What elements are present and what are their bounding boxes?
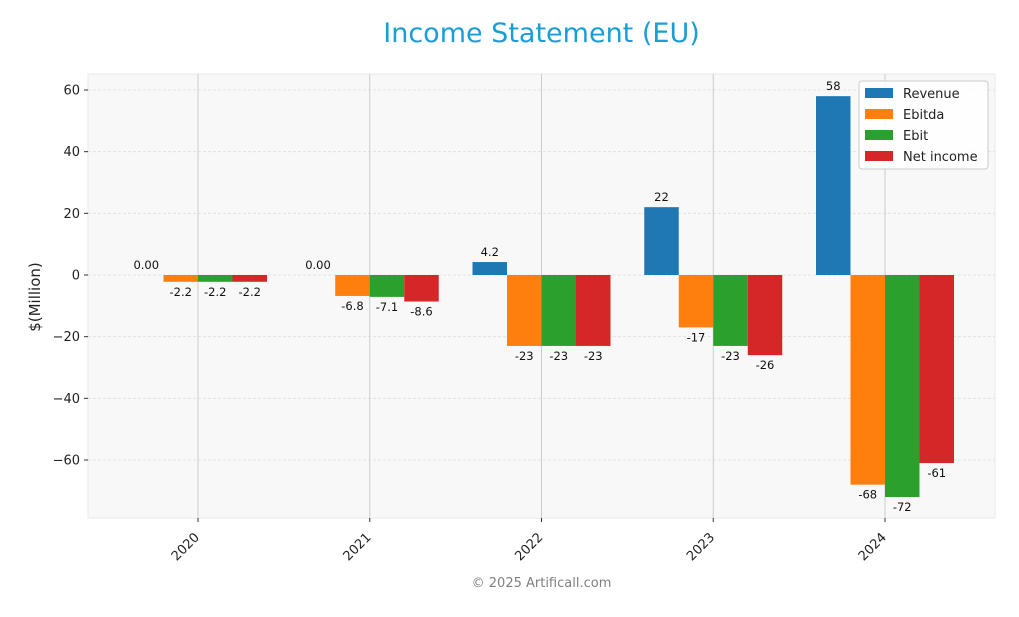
bar-value-label: -26 bbox=[756, 358, 775, 372]
legend-swatch bbox=[865, 109, 893, 119]
x-tick-label: 2023 bbox=[684, 530, 718, 564]
bar bbox=[335, 275, 370, 296]
legend bbox=[858, 80, 989, 170]
x-tick-label: 2024 bbox=[856, 530, 890, 564]
x-tick-label: 2022 bbox=[512, 530, 546, 564]
x-tick-label: 2020 bbox=[169, 530, 203, 564]
bar-value-label: 0.00 bbox=[305, 258, 331, 272]
legend-label: Revenue bbox=[903, 87, 960, 102]
bar bbox=[576, 275, 611, 346]
chart-title: Income Statement (EU) bbox=[383, 18, 700, 49]
y-axis-label: $(Million) bbox=[26, 262, 44, 332]
bar bbox=[163, 275, 198, 282]
bar bbox=[644, 207, 679, 275]
bar-value-label: -23 bbox=[584, 349, 603, 363]
bar-value-label: -6.8 bbox=[341, 299, 363, 313]
legend-label: Ebit bbox=[903, 129, 928, 144]
y-tick-label: 40 bbox=[63, 145, 80, 160]
bar-value-label: -61 bbox=[927, 466, 946, 480]
x-tick-label: 2021 bbox=[341, 530, 375, 564]
legend-swatch bbox=[865, 88, 893, 98]
bar-value-label: 0.00 bbox=[133, 258, 159, 272]
legend-label: Ebitda bbox=[903, 108, 944, 123]
y-tick-label: −40 bbox=[53, 392, 80, 407]
bar-value-label: -23 bbox=[549, 349, 568, 363]
bar-value-label: -17 bbox=[687, 330, 706, 344]
bar-value-label: 58 bbox=[826, 79, 841, 93]
bar-value-label: -68 bbox=[858, 488, 877, 502]
bar bbox=[541, 275, 576, 346]
y-tick-label: 0 bbox=[72, 269, 80, 284]
copyright-footer: © 2025 Artificall.com bbox=[471, 576, 612, 591]
bar-value-label: -2.2 bbox=[170, 285, 192, 299]
bar bbox=[678, 275, 714, 328]
bar bbox=[713, 275, 748, 346]
bar bbox=[885, 275, 920, 497]
bar bbox=[232, 275, 267, 282]
legend-swatch bbox=[865, 151, 893, 161]
bar-value-label: -2.2 bbox=[239, 285, 261, 299]
bar bbox=[369, 275, 405, 297]
bar-value-label: -23 bbox=[515, 349, 534, 363]
y-tick-label: −20 bbox=[53, 330, 80, 345]
bar bbox=[850, 275, 885, 485]
legend-label: Net income bbox=[903, 150, 978, 165]
bar bbox=[919, 275, 954, 464]
legend-swatch bbox=[865, 130, 893, 140]
bar-value-label: -72 bbox=[893, 500, 912, 514]
bar-value-label: 4.2 bbox=[481, 245, 499, 259]
y-tick-label: 60 bbox=[63, 84, 80, 99]
y-tick-label: −60 bbox=[53, 454, 80, 469]
bar-value-label: -2.2 bbox=[204, 285, 226, 299]
bar bbox=[816, 96, 851, 276]
bar bbox=[747, 275, 783, 356]
bar-value-label: -7.1 bbox=[376, 300, 398, 314]
bar bbox=[507, 275, 542, 346]
y-tick-label: 20 bbox=[63, 207, 80, 222]
bar bbox=[404, 275, 439, 302]
bar-value-label: -23 bbox=[721, 349, 740, 363]
bar bbox=[198, 275, 233, 282]
bar-value-label: -8.6 bbox=[410, 305, 432, 319]
bar bbox=[472, 262, 507, 275]
bar-value-label: 22 bbox=[654, 190, 669, 204]
